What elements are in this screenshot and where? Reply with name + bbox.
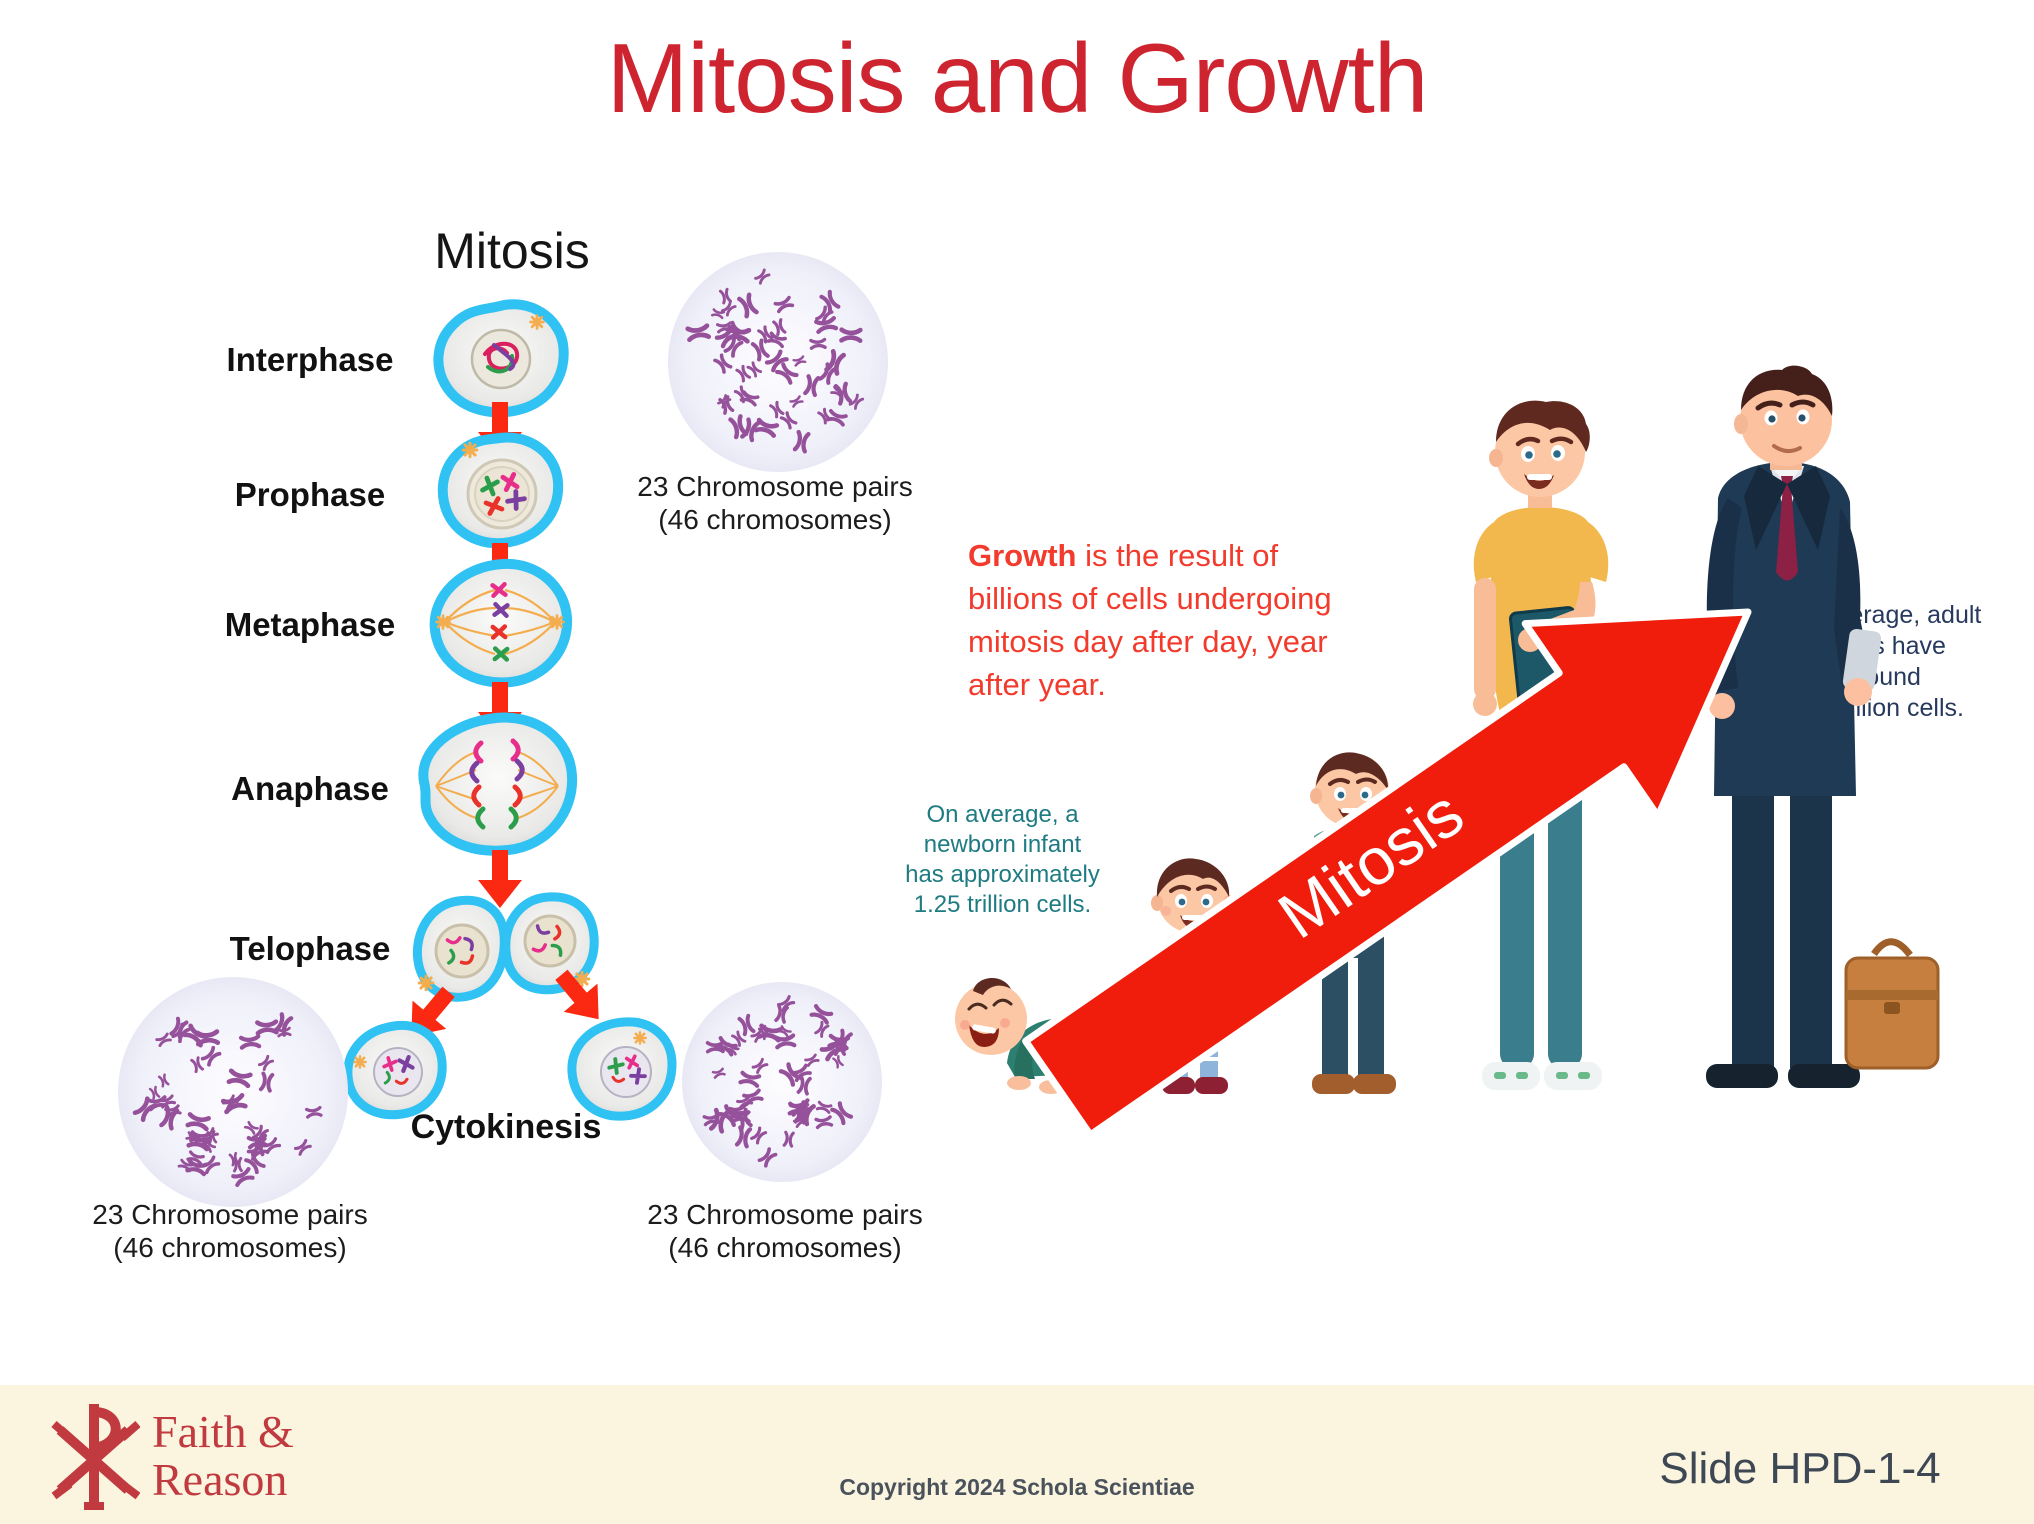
karyotype-caption: 23 Chromosome pairs (46 chromosomes) [92,1199,368,1263]
stage-label-telophase: Telophase [229,930,391,967]
growth-arrow-icon: Mitosis [1022,608,1752,1139]
mitosis-diagram-heading: Mitosis [434,223,590,279]
growth-statement-lead: Growth [968,538,1077,573]
prophase-cell-illustration [437,432,564,549]
stage-label-cytokinesis: Cytokinesis [410,1108,602,1146]
brand-logo-text: Faith & Reason [152,1406,294,1505]
newborn-cells-note: On average, a newborn infant has approxi… [905,801,1100,918]
karyotype-micrograph [682,982,882,1182]
cytokinesis-cell-illustration [343,1020,447,1120]
karyotype-micrograph [118,977,348,1207]
cytokinesis-cell-illustration [567,1017,677,1121]
stage-label-anaphase: Anaphase [231,770,389,807]
page-title: Mitosis and Growth [606,23,1429,133]
stage-label-metaphase: Metaphase [224,606,396,643]
karyotype-caption: 23 Chromosome pairs (46 chromosomes) [637,471,913,535]
karyotype-caption: 23 Chromosome pairs (46 chromosomes) [647,1199,923,1263]
growth-statement: Growth is the result of billions of cell… [968,534,1348,706]
stage-label-prophase: Prophase [234,476,386,513]
anaphase-cell-illustration [418,712,578,856]
growth-statement-rest: is the result of billions of cells under… [968,538,1332,702]
copyright-text: Copyright 2024 Schola Scientiae [839,1474,1195,1500]
slide-number: Slide HPD-1-4 [1659,1444,1941,1493]
footer [0,1385,2034,1524]
metaphase-cell-illustration [429,558,573,688]
karyotype-micrograph [668,252,888,472]
telophase-cell-illustration [412,892,599,1002]
stage-label-interphase: Interphase [226,341,394,378]
chi-rho-icon [51,1404,140,1510]
